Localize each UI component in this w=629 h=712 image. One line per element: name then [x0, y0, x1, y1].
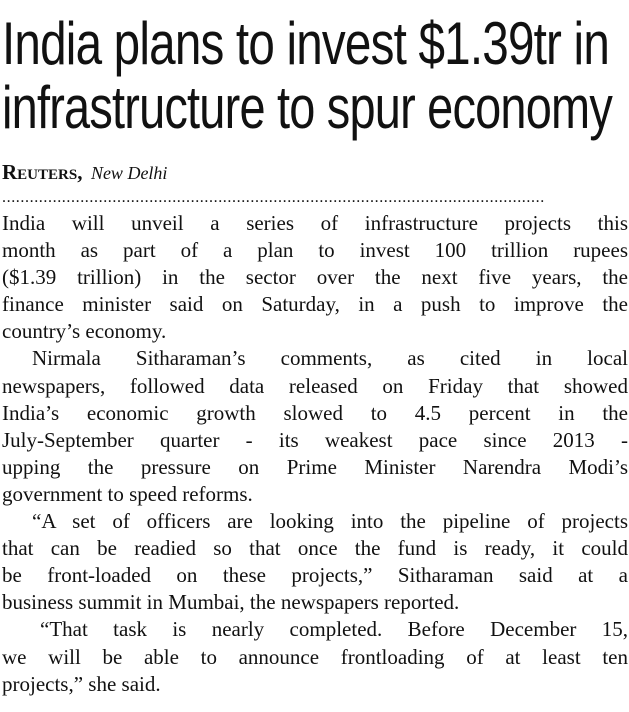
article-line: country’s economy.: [2, 319, 167, 344]
headline-line-1: India plans to invest $1.39tr in: [2, 10, 610, 77]
article-body: India will unveil a series of infrastruc…: [2, 210, 628, 698]
article-line: finance minister said on Saturday, in a …: [2, 292, 628, 317]
article-line: business summit in Mumbai, the newspaper…: [2, 590, 460, 615]
article-line: “A set of officers are looking into the …: [32, 509, 628, 534]
article-line: ($1.39 trillion) in the sector over the …: [2, 265, 628, 290]
article-line: that can be readied so that once the fun…: [2, 536, 628, 561]
dotted-separator: ........................................…: [2, 190, 545, 206]
article-line: India’s economic growth slowed to 4.5 pe…: [2, 400, 628, 425]
article-line: July-September quarter - its weakest pac…: [2, 427, 628, 452]
article-line: newspapers, followed data released on Fr…: [2, 373, 628, 398]
article-line: we will be able to announce frontloading…: [2, 644, 628, 669]
article-line: “That task is nearly completed. Before D…: [40, 617, 628, 642]
article-line: India will unveil a series of infrastruc…: [2, 211, 628, 235]
article-line: projects,” she said.: [2, 671, 161, 696]
byline-place: New Delhi: [90, 163, 168, 183]
article-line: Nirmala Sitharaman’s comments, as cited …: [32, 346, 628, 371]
byline-agency: Reuters,: [2, 160, 83, 184]
article-line: government to speed reforms.: [2, 481, 253, 506]
headline: India plans to invest $1.39tr in infrast…: [2, 12, 627, 140]
byline: Reuters, New Delhi: [2, 160, 167, 185]
headline-line-2: infrastructure to spur economy: [2, 74, 613, 141]
article-line: upping the pressure on Prime Minister Na…: [2, 454, 628, 479]
article-line: be front-loaded on these projects,” Sith…: [2, 563, 628, 588]
article-line: month as part of a plan to invest 100 tr…: [2, 238, 628, 263]
